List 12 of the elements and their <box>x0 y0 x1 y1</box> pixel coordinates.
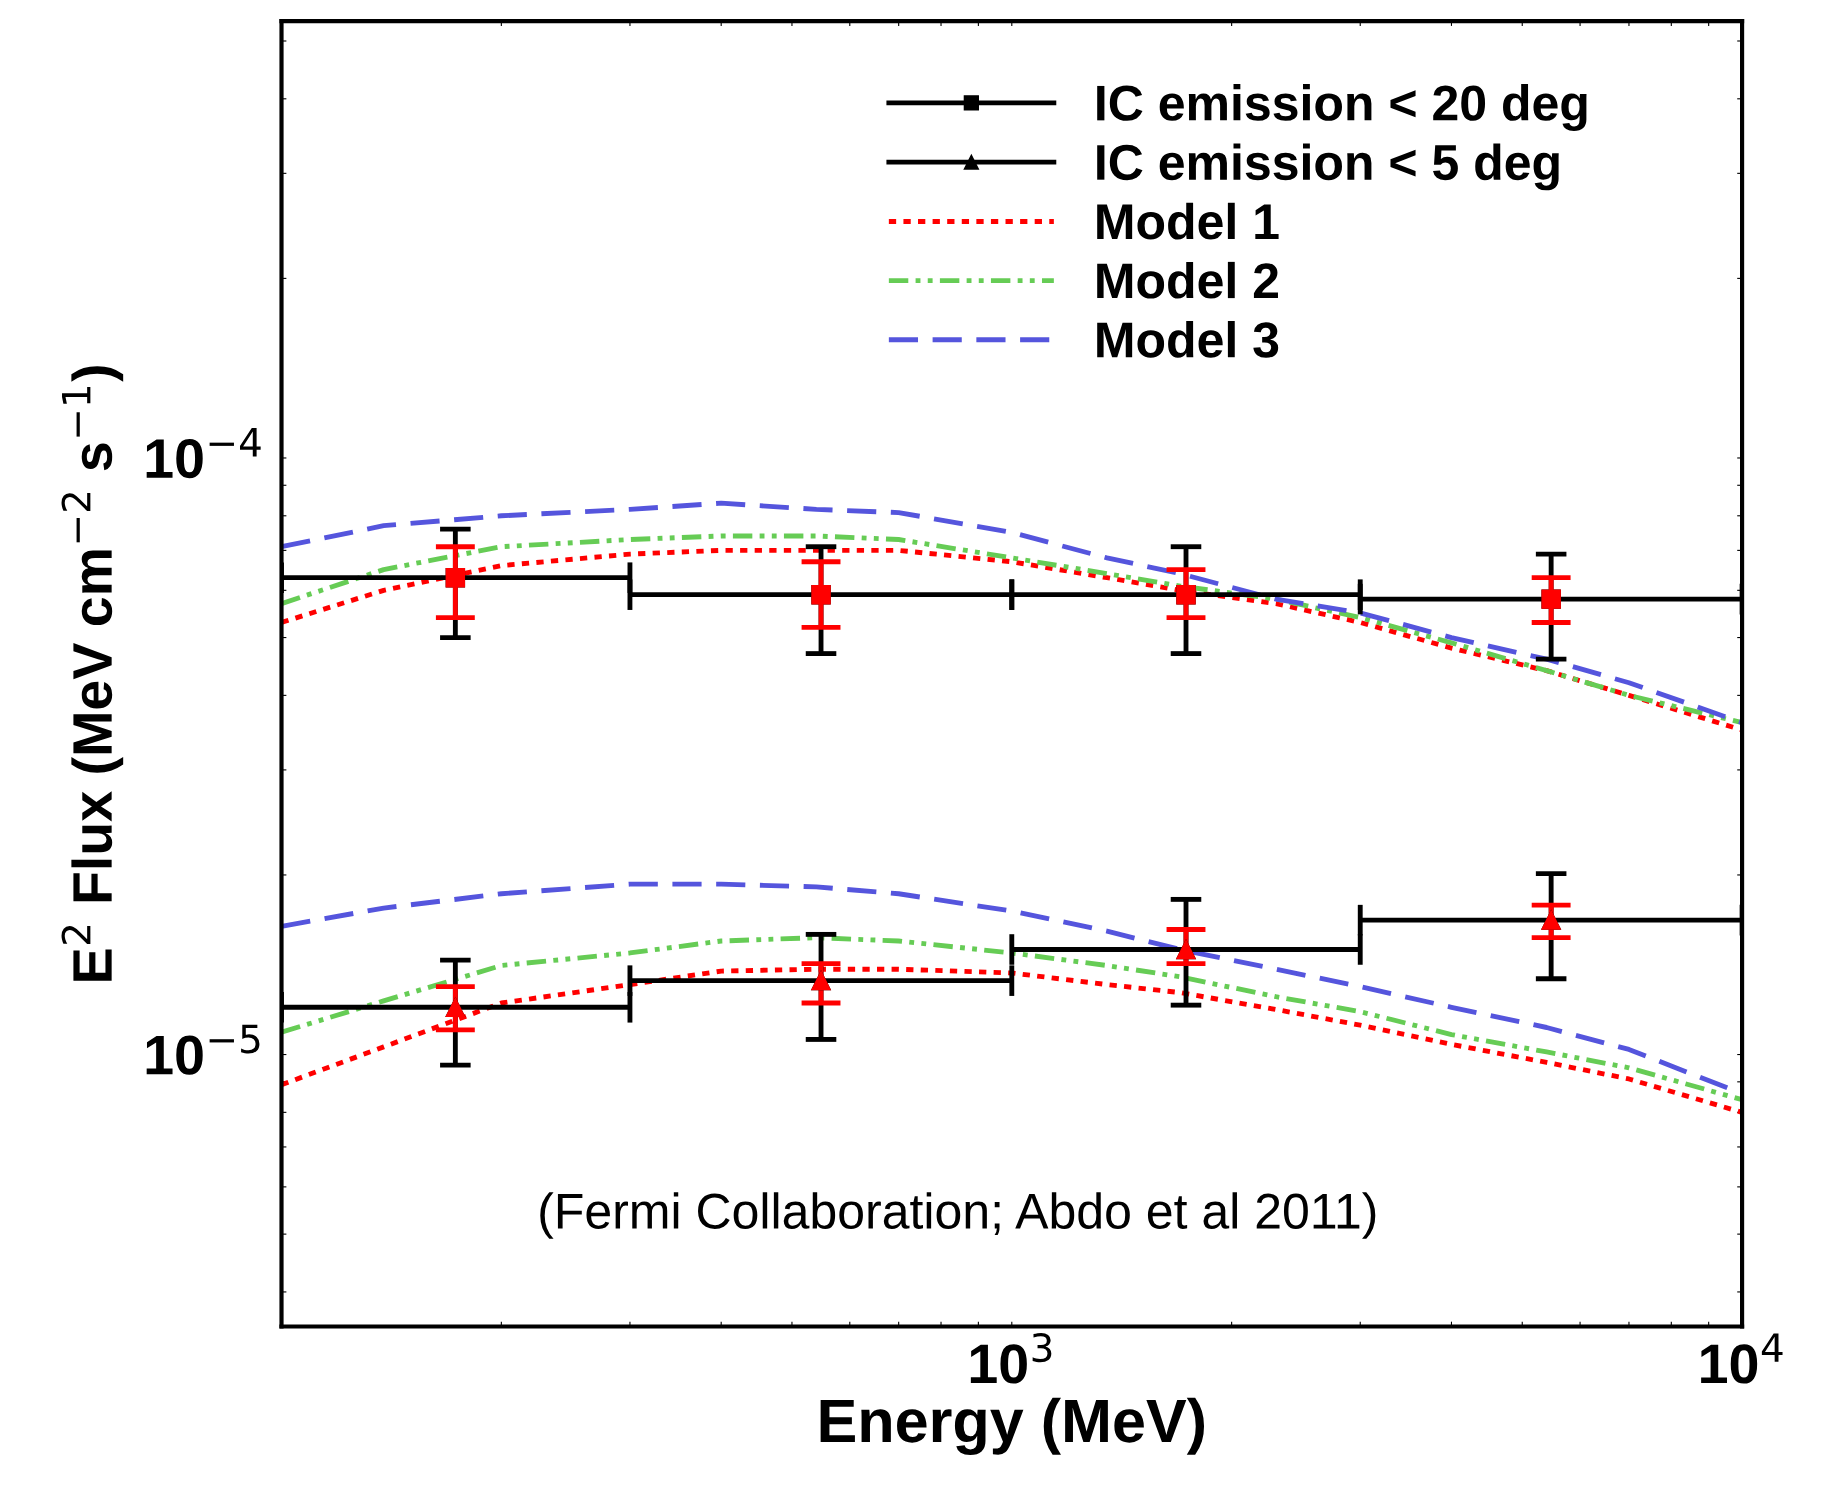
x-axis-title: Energy (MeV) <box>820 1397 1205 1455</box>
y-axis-title: E$^{2}$ Flux (MeV cm$^{−2}$ s$^{−1}$) <box>61 366 124 981</box>
y-tick-label: 10$^{−4}$ <box>146 428 261 479</box>
y-tick-label: 10$^{−5}$ <box>146 1024 260 1075</box>
x-tick-label: 10$^{3}$ <box>970 1332 1052 1384</box>
x-tick-label: 10$^{4}$ <box>1701 1333 1783 1384</box>
annotation: (Fermi Collaboration; Abdo et al 2011) <box>540 1192 1376 1239</box>
legend-label: Model 1 <box>1097 202 1279 240</box>
legend-label: Model 2 <box>1097 261 1278 299</box>
legend-label: Model 3 <box>1097 320 1279 358</box>
legend-label: IC emission < 20 deg <box>1097 84 1587 131</box>
legend-label: IC emission < 5 deg <box>1097 143 1559 191</box>
